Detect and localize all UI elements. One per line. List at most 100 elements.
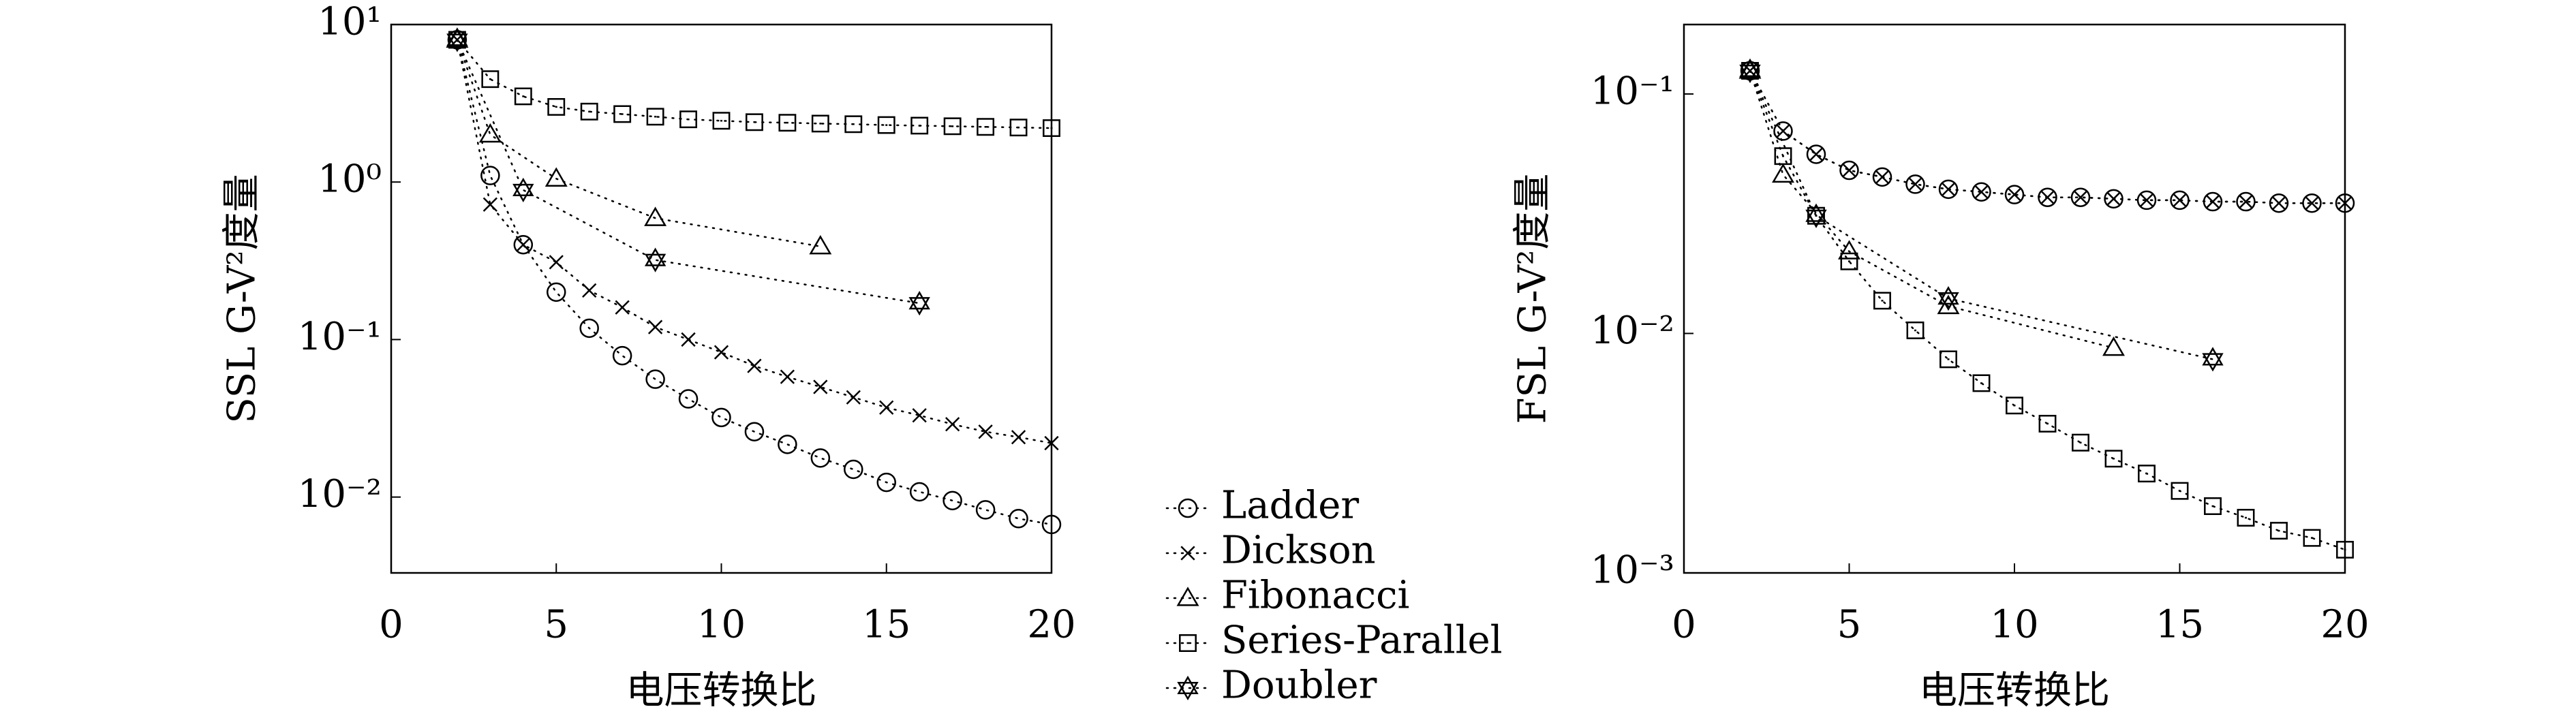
- data-marker: [2007, 187, 2022, 202]
- x-tick-label: 20: [2320, 603, 2369, 647]
- data-marker: [580, 102, 598, 121]
- x-tick-label: 0: [1672, 603, 1696, 647]
- data-marker: [1773, 121, 1793, 141]
- data-marker: [711, 407, 731, 428]
- data-marker: [547, 97, 566, 116]
- data-marker: [514, 87, 532, 106]
- data-marker: [712, 112, 731, 130]
- legend-label: Doubler: [1221, 664, 1377, 708]
- data-marker: [1875, 170, 1890, 185]
- data-marker: [1009, 509, 1028, 529]
- data-marker: [942, 490, 962, 511]
- data-marker: [2038, 187, 2057, 207]
- data-marker: [2138, 465, 2156, 483]
- data-marker: [2139, 193, 2154, 208]
- data-marker: [977, 118, 995, 136]
- data-marker: [2104, 450, 2123, 468]
- series-line: [456, 39, 1053, 444]
- data-marker: [1972, 374, 1991, 392]
- legend-label: Dickson: [1221, 529, 1376, 573]
- data-marker: [2204, 497, 2222, 515]
- data-marker: [681, 332, 696, 347]
- data-marker: [2102, 336, 2125, 356]
- data-marker: [2304, 196, 2320, 210]
- series-line: [456, 39, 1053, 526]
- data-marker: [613, 105, 632, 123]
- data-marker: [2203, 191, 2223, 212]
- data-marker: [945, 417, 960, 432]
- legend-label: Ladder: [1221, 484, 1359, 528]
- data-marker: [1772, 163, 1794, 183]
- data-marker: [2303, 529, 2321, 547]
- data-marker: [1907, 176, 1923, 192]
- series-line: [1749, 69, 2346, 551]
- data-marker: [780, 369, 795, 384]
- data-marker: [2302, 193, 2322, 213]
- data-marker: [644, 247, 666, 272]
- legend-marker: [1180, 546, 1195, 561]
- data-marker: [912, 408, 927, 423]
- y-tick-label: 10⁰: [318, 157, 382, 202]
- data-marker: [2236, 191, 2256, 212]
- data-marker: [714, 345, 729, 360]
- data-marker: [2271, 196, 2286, 210]
- data-marker: [1775, 123, 1791, 139]
- y-tick-label: 10⁻¹: [1591, 69, 1674, 113]
- x-axis-label: 电压转换比: [626, 669, 817, 713]
- x-tick-label: 10: [697, 603, 746, 647]
- data-marker: [844, 115, 863, 134]
- data-marker: [746, 113, 763, 131]
- data-marker: [2070, 187, 2091, 207]
- plot-frame: [390, 23, 1053, 574]
- data-marker: [1011, 430, 1026, 445]
- data-marker: [482, 197, 497, 212]
- data-marker: [2336, 540, 2354, 559]
- data-marker: [2006, 396, 2023, 415]
- data-marker: [975, 500, 996, 520]
- data-marker: [2270, 522, 2288, 540]
- data-marker: [2040, 190, 2055, 205]
- x-tick-label: 5: [1837, 603, 1862, 647]
- x-tick-label: 10: [1990, 603, 2038, 647]
- data-marker: [744, 422, 765, 441]
- legend-label: Series-Parallel: [1221, 619, 1503, 663]
- data-marker: [747, 358, 762, 373]
- y-tick-label: 10⁻¹: [298, 315, 382, 359]
- data-marker: [1044, 435, 1059, 451]
- data-marker: [644, 206, 667, 226]
- data-marker: [2072, 433, 2089, 452]
- data-marker: [446, 27, 468, 52]
- data-marker: [1905, 174, 1925, 194]
- data-marker: [2335, 193, 2355, 213]
- data-marker: [2202, 347, 2224, 372]
- data-marker: [1974, 185, 1989, 200]
- data-marker: [678, 389, 699, 409]
- data-marker: [877, 116, 895, 134]
- data-marker: [778, 114, 797, 132]
- data-marker: [846, 390, 861, 405]
- x-tick-label: 5: [544, 603, 568, 647]
- data-marker: [612, 345, 632, 366]
- data-marker: [1739, 58, 1761, 83]
- data-marker: [978, 424, 993, 439]
- data-marker: [1809, 146, 1824, 162]
- data-marker: [645, 369, 665, 389]
- x-axis-label: 电压转换比: [1919, 669, 2110, 713]
- data-marker: [879, 400, 894, 415]
- legend-marker: [1178, 498, 1198, 518]
- data-marker: [810, 448, 831, 468]
- data-marker: [1805, 203, 1827, 228]
- data-marker: [2238, 194, 2254, 209]
- data-marker: [908, 291, 930, 316]
- legend-label: Fibonacci: [1221, 574, 1409, 618]
- data-marker: [1937, 286, 1959, 311]
- data-marker: [2237, 509, 2255, 527]
- data-marker: [2106, 191, 2121, 206]
- data-marker: [512, 177, 534, 203]
- data-marker: [615, 300, 630, 315]
- plot-frame: [1683, 23, 2346, 574]
- data-marker: [1041, 514, 1062, 535]
- data-marker: [1774, 147, 1792, 166]
- data-marker: [2038, 414, 2057, 433]
